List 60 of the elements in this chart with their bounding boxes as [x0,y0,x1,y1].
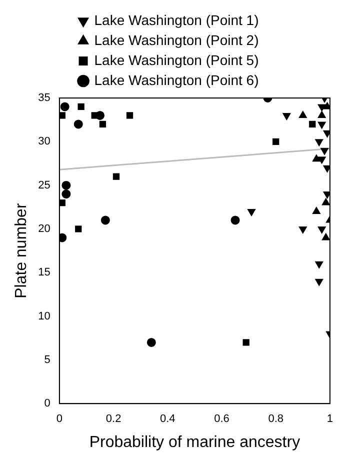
point [62,190,71,199]
point [315,261,324,268]
point [298,110,307,118]
point [282,112,291,120]
y-tick-label: 25 [38,179,50,192]
point [59,233,67,242]
point [62,180,71,190]
point [100,216,110,225]
point [320,148,328,155]
point [318,110,326,118]
y-axis-title: Plate number [13,202,30,298]
x-tick-label: 1 [326,413,334,426]
point [59,112,66,119]
point [59,199,66,206]
point [318,122,326,129]
point [298,226,307,234]
point [318,104,326,112]
point [315,139,324,146]
y-tick-label: 35 [38,92,50,104]
point [322,198,330,206]
legend-label: Lake Washington (Point 2) [94,32,259,48]
point [315,278,324,286]
point [272,138,280,145]
x-tick-label: 0.6 [214,413,230,426]
point [230,216,240,225]
point [318,226,326,234]
x-tick-label: 0 [56,413,62,426]
point [248,209,256,216]
legend-label: Lake Washington (Point 1) [94,12,259,28]
point [242,339,250,346]
y-tick-label: 10 [38,310,50,322]
x-tick-label: 0.2 [106,413,122,426]
y-tick-label: 5 [44,354,50,366]
legend-label: Lake Washington (Point 5) [94,52,259,68]
point [323,192,330,199]
point [318,156,326,164]
point [146,338,156,347]
x-axis-title: Probability of marine ancestry [89,434,300,451]
y-tick-label: 0 [44,398,50,410]
point [91,112,98,119]
point [78,103,84,110]
point [309,120,316,128]
y-tick-label: 15 [38,266,50,279]
point [322,233,330,240]
point [323,102,330,110]
point [323,165,330,172]
point [312,207,320,214]
point [75,226,82,232]
legend-label: Lake Washington (Point 6) [94,72,259,88]
y-tick-label: 30 [38,136,50,148]
point [74,120,83,129]
x-tick-label: 0.4 [160,413,176,426]
point [60,102,70,112]
point [112,173,120,180]
point [126,112,134,119]
x-tick-label: 0.8 [268,413,284,426]
point [323,130,330,138]
point [312,154,320,162]
point [99,120,106,128]
y-tick-label: 20 [38,223,50,236]
